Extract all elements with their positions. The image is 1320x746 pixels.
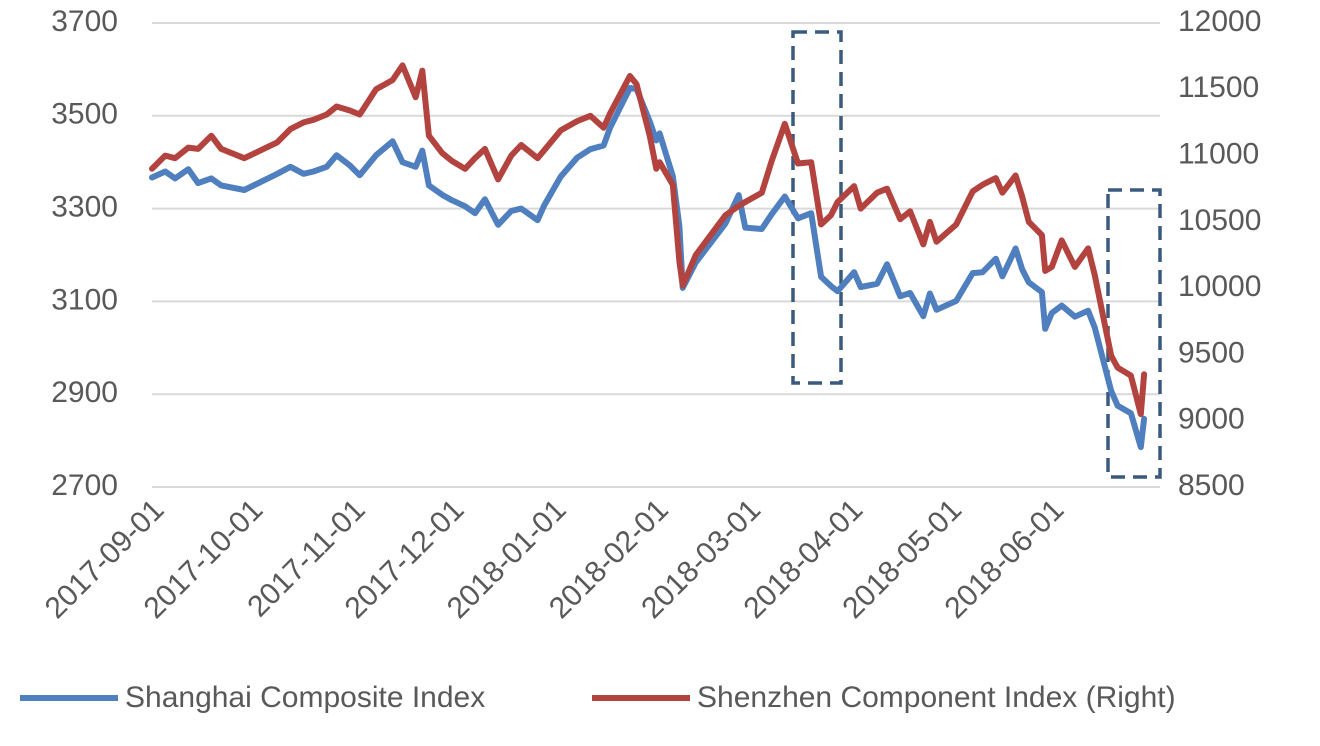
y2-tick-label: 8500 xyxy=(1178,469,1245,502)
series-line xyxy=(149,62,1148,418)
y-tick-label: 3700 xyxy=(51,5,118,38)
y-tick-label: 3500 xyxy=(51,98,118,131)
y2-tick-label: 12000 xyxy=(1178,5,1261,38)
y2-tick-label: 9000 xyxy=(1178,403,1245,436)
y2-tick-label: 10000 xyxy=(1178,270,1261,303)
y2-tick-label: 11000 xyxy=(1178,137,1259,170)
y2-tick-label: 9500 xyxy=(1178,336,1245,369)
legend-label: Shenzhen Component Index (Right) xyxy=(697,681,1176,714)
y-tick-label: 3100 xyxy=(51,283,118,316)
legend-label: Shanghai Composite Index xyxy=(125,681,485,714)
y-tick-label: 2900 xyxy=(51,376,118,409)
y-tick-label: 2700 xyxy=(51,469,118,502)
y2-tick-label: 11500 xyxy=(1178,71,1259,104)
y2-tick-label: 10500 xyxy=(1178,204,1261,237)
y-tick-label: 3300 xyxy=(51,191,118,224)
